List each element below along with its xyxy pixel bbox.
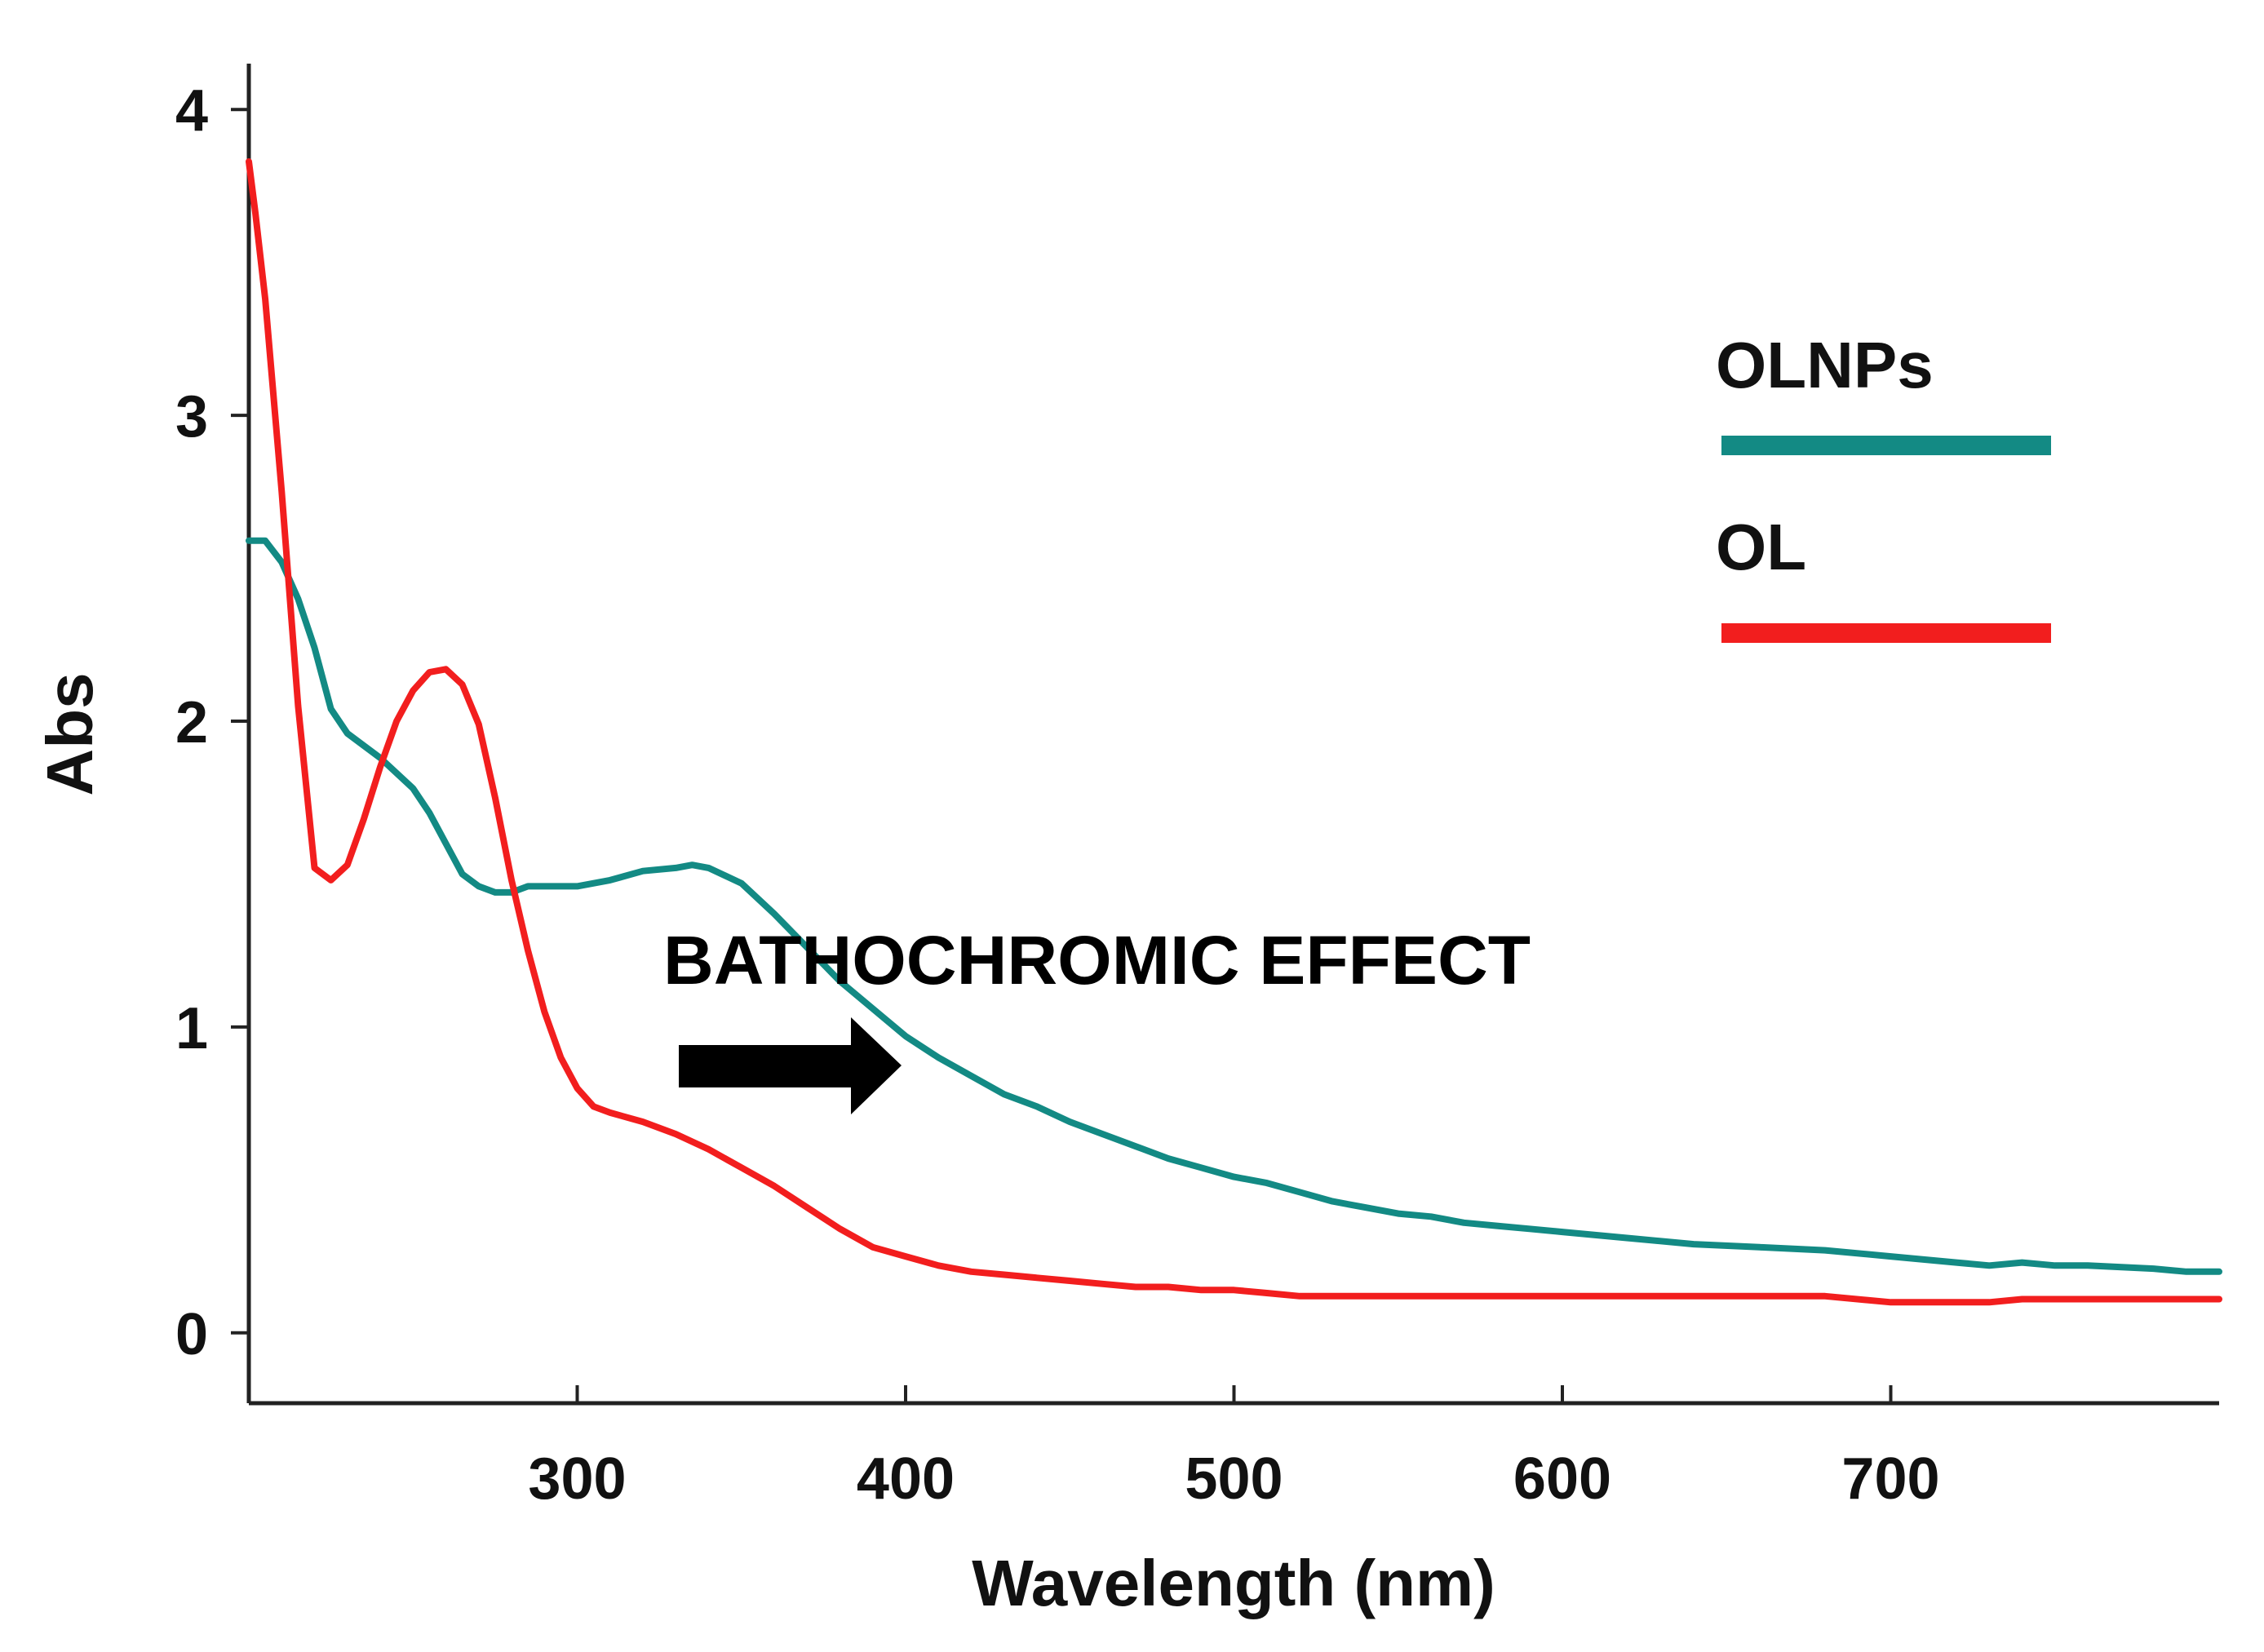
series-line-ol <box>246 158 2222 1306</box>
y-tick-label: 4 <box>175 78 208 144</box>
y-tick-label: 1 <box>175 996 208 1061</box>
y-tick-label: 3 <box>175 384 208 450</box>
legend-label-ol: OL <box>1716 511 1806 583</box>
y-axis-title: Abs <box>33 672 106 795</box>
x-tick-label: 300 <box>528 1446 626 1512</box>
bathochromic-effect-label: BATHOCHROMIC EFFECT <box>663 922 1531 999</box>
series-line-olnps <box>246 537 2222 1275</box>
axis-ticks <box>231 108 1893 1403</box>
y-tick-label: 2 <box>175 690 208 755</box>
x-tick-label: 400 <box>857 1446 955 1512</box>
x-axis-title: Wavelength (nm) <box>972 1547 1495 1619</box>
x-tick-label: 600 <box>1513 1446 1611 1512</box>
right-arrow-icon <box>679 1017 902 1114</box>
legend-label-olnps: OLNPs <box>1716 329 1934 401</box>
x-tick-label: 500 <box>1185 1446 1283 1512</box>
axis-tick-labels: 300 400 500 600 700 0 1 2 3 4 <box>175 78 1940 1512</box>
y-tick-label: 0 <box>175 1302 208 1367</box>
series-lines <box>246 158 2222 1306</box>
legend: OLNPs OL <box>1716 329 2051 643</box>
x-tick-label: 700 <box>1841 1446 1939 1512</box>
